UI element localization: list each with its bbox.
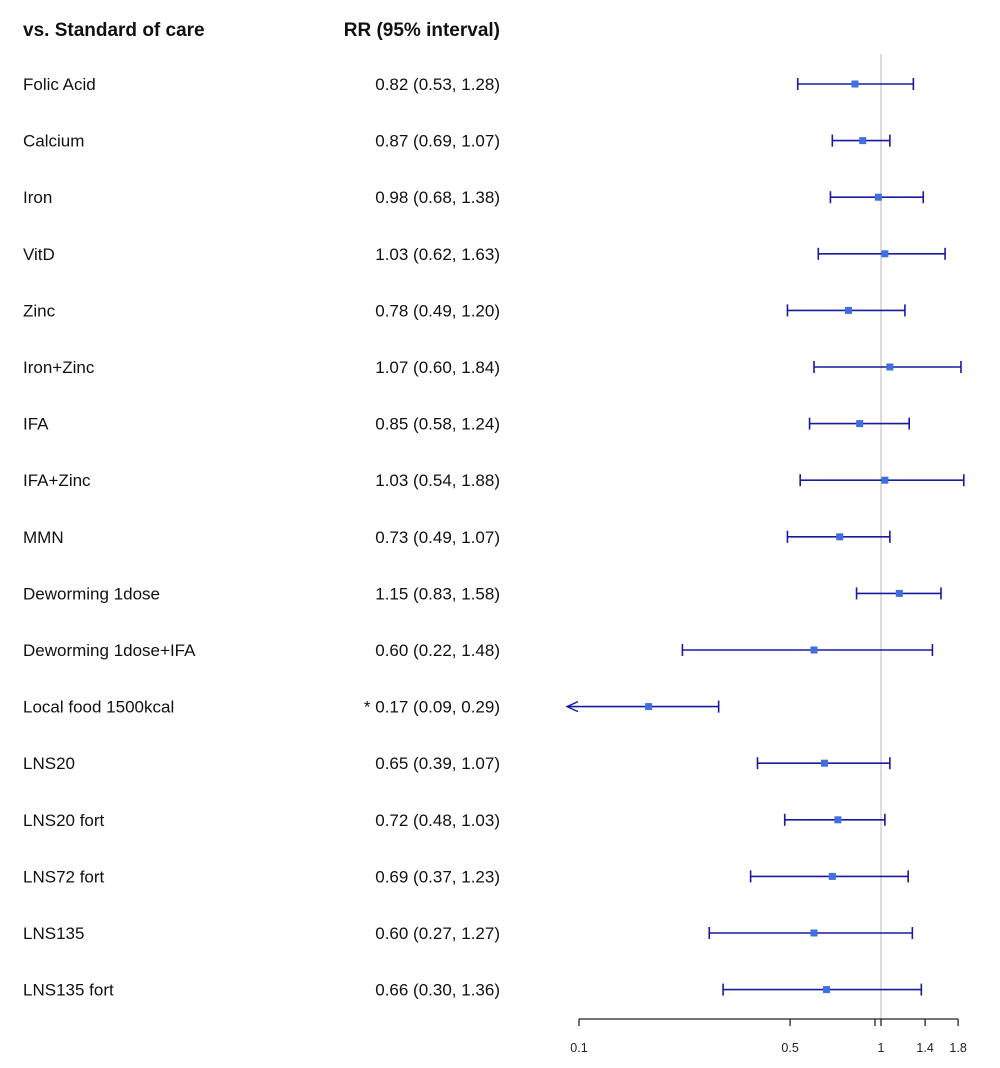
row-estimate: 0.87 (0.69, 1.07) [375, 132, 500, 151]
point-estimate [856, 420, 864, 428]
table-row: Deworming 1dose 1.15 (0.83, 1.58) [23, 584, 942, 603]
tick-label: 1.8 [949, 1041, 966, 1055]
table-row: LNS135 fort 0.66 (0.30, 1.36) [23, 981, 923, 1000]
table-row: VitD 1.03 (0.62, 1.63) [23, 245, 946, 264]
table-row: Local food 1500kcal * 0.17 (0.09, 0.29) [23, 698, 720, 717]
row-estimate: 0.60 (0.27, 1.27) [375, 924, 500, 943]
table-row: LNS20 0.65 (0.39, 1.07) [23, 754, 891, 773]
x-axis: 0.1 0.5 1 1.4 1.8 [570, 1018, 967, 1055]
point-estimate [874, 193, 882, 201]
row-label: LNS72 fort [23, 867, 105, 886]
row-label: LNS135 fort [23, 981, 114, 1000]
row-estimate: 0.65 (0.39, 1.07) [375, 754, 500, 773]
point-estimate [834, 816, 842, 824]
table-row: LNS72 fort 0.69 (0.37, 1.23) [23, 867, 909, 886]
row-estimate: 0.73 (0.49, 1.07) [375, 528, 500, 547]
row-estimate: 0.85 (0.58, 1.24) [375, 415, 500, 434]
point-estimate [859, 137, 867, 145]
point-estimate [645, 703, 653, 711]
row-label: LNS135 [23, 924, 84, 943]
row-estimate: 0.72 (0.48, 1.03) [375, 811, 500, 830]
row-estimate: 0.66 (0.30, 1.36) [375, 981, 500, 1000]
header-estimate: RR (95% interval) [344, 20, 500, 41]
table-row: Zinc 0.78 (0.49, 1.20) [23, 301, 906, 320]
row-label: Calcium [23, 132, 84, 151]
table-row: IFA 0.85 (0.58, 1.24) [23, 415, 911, 434]
point-estimate [828, 872, 836, 880]
row-label: Iron+Zinc [23, 358, 95, 377]
row-estimate: 1.03 (0.54, 1.88) [375, 471, 500, 490]
tick-label: 1 [878, 1041, 885, 1055]
point-estimate [810, 646, 818, 654]
row-label: Deworming 1dose [23, 584, 160, 603]
row-label: Deworming 1dose+IFA [23, 641, 196, 660]
row-label: IFA [23, 415, 49, 434]
point-estimate [820, 759, 828, 767]
row-estimate: 1.07 (0.60, 1.84) [375, 358, 500, 377]
row-label: Zinc [23, 301, 56, 320]
tick-label: 0.1 [570, 1041, 587, 1055]
row-estimate: 0.82 (0.53, 1.28) [375, 75, 500, 94]
header-comparison: vs. Standard of care [23, 20, 205, 41]
tick-label: 0.5 [781, 1041, 798, 1055]
point-estimate [881, 476, 889, 484]
ci-arrow-low [565, 700, 579, 713]
row-estimate: 0.78 (0.49, 1.20) [375, 301, 500, 320]
point-estimate [823, 986, 831, 994]
row-estimate: 1.15 (0.83, 1.58) [375, 584, 500, 603]
table-row: Calcium 0.87 (0.69, 1.07) [23, 132, 891, 151]
point-estimate [836, 533, 844, 541]
row-estimate: 0.98 (0.68, 1.38) [375, 188, 500, 207]
row-estimate: 1.03 (0.62, 1.63) [375, 245, 500, 264]
table-row: IFA+Zinc 1.03 (0.54, 1.88) [23, 471, 965, 490]
row-label: Iron [23, 188, 52, 207]
rows-group: Folic Acid 0.82 (0.53, 1.28) Calcium 0.87 (… [23, 75, 965, 1000]
point-estimate [810, 929, 818, 937]
table-row: LNS135 0.60 (0.27, 1.27) [23, 924, 914, 943]
point-estimate [844, 306, 852, 314]
row-label: LNS20 [23, 754, 75, 773]
row-label: Folic Acid [23, 75, 96, 94]
row-estimate: * 0.17 (0.09, 0.29) [364, 698, 500, 717]
tick-label: 1.4 [916, 1041, 933, 1055]
row-estimate: 0.69 (0.37, 1.23) [375, 867, 500, 886]
table-row: LNS20 fort 0.72 (0.48, 1.03) [23, 811, 886, 830]
table-row: MMN 0.73 (0.49, 1.07) [23, 528, 891, 547]
row-label: IFA+Zinc [23, 471, 91, 490]
row-label: Local food 1500kcal [23, 698, 174, 717]
table-row: Iron 0.98 (0.68, 1.38) [23, 188, 925, 207]
row-estimate: 0.60 (0.22, 1.48) [375, 641, 500, 660]
row-label: MMN [23, 528, 64, 547]
table-row: Deworming 1dose+IFA 0.60 (0.22, 1.48) [23, 641, 934, 660]
row-label: VitD [23, 245, 55, 264]
row-label: LNS20 fort [23, 811, 105, 830]
point-estimate [886, 363, 894, 371]
point-estimate [881, 250, 889, 258]
point-estimate [851, 80, 859, 88]
point-estimate [895, 589, 903, 597]
table-row: Iron+Zinc 1.07 (0.60, 1.84) [23, 358, 962, 377]
table-row: Folic Acid 0.82 (0.53, 1.28) [23, 75, 915, 94]
